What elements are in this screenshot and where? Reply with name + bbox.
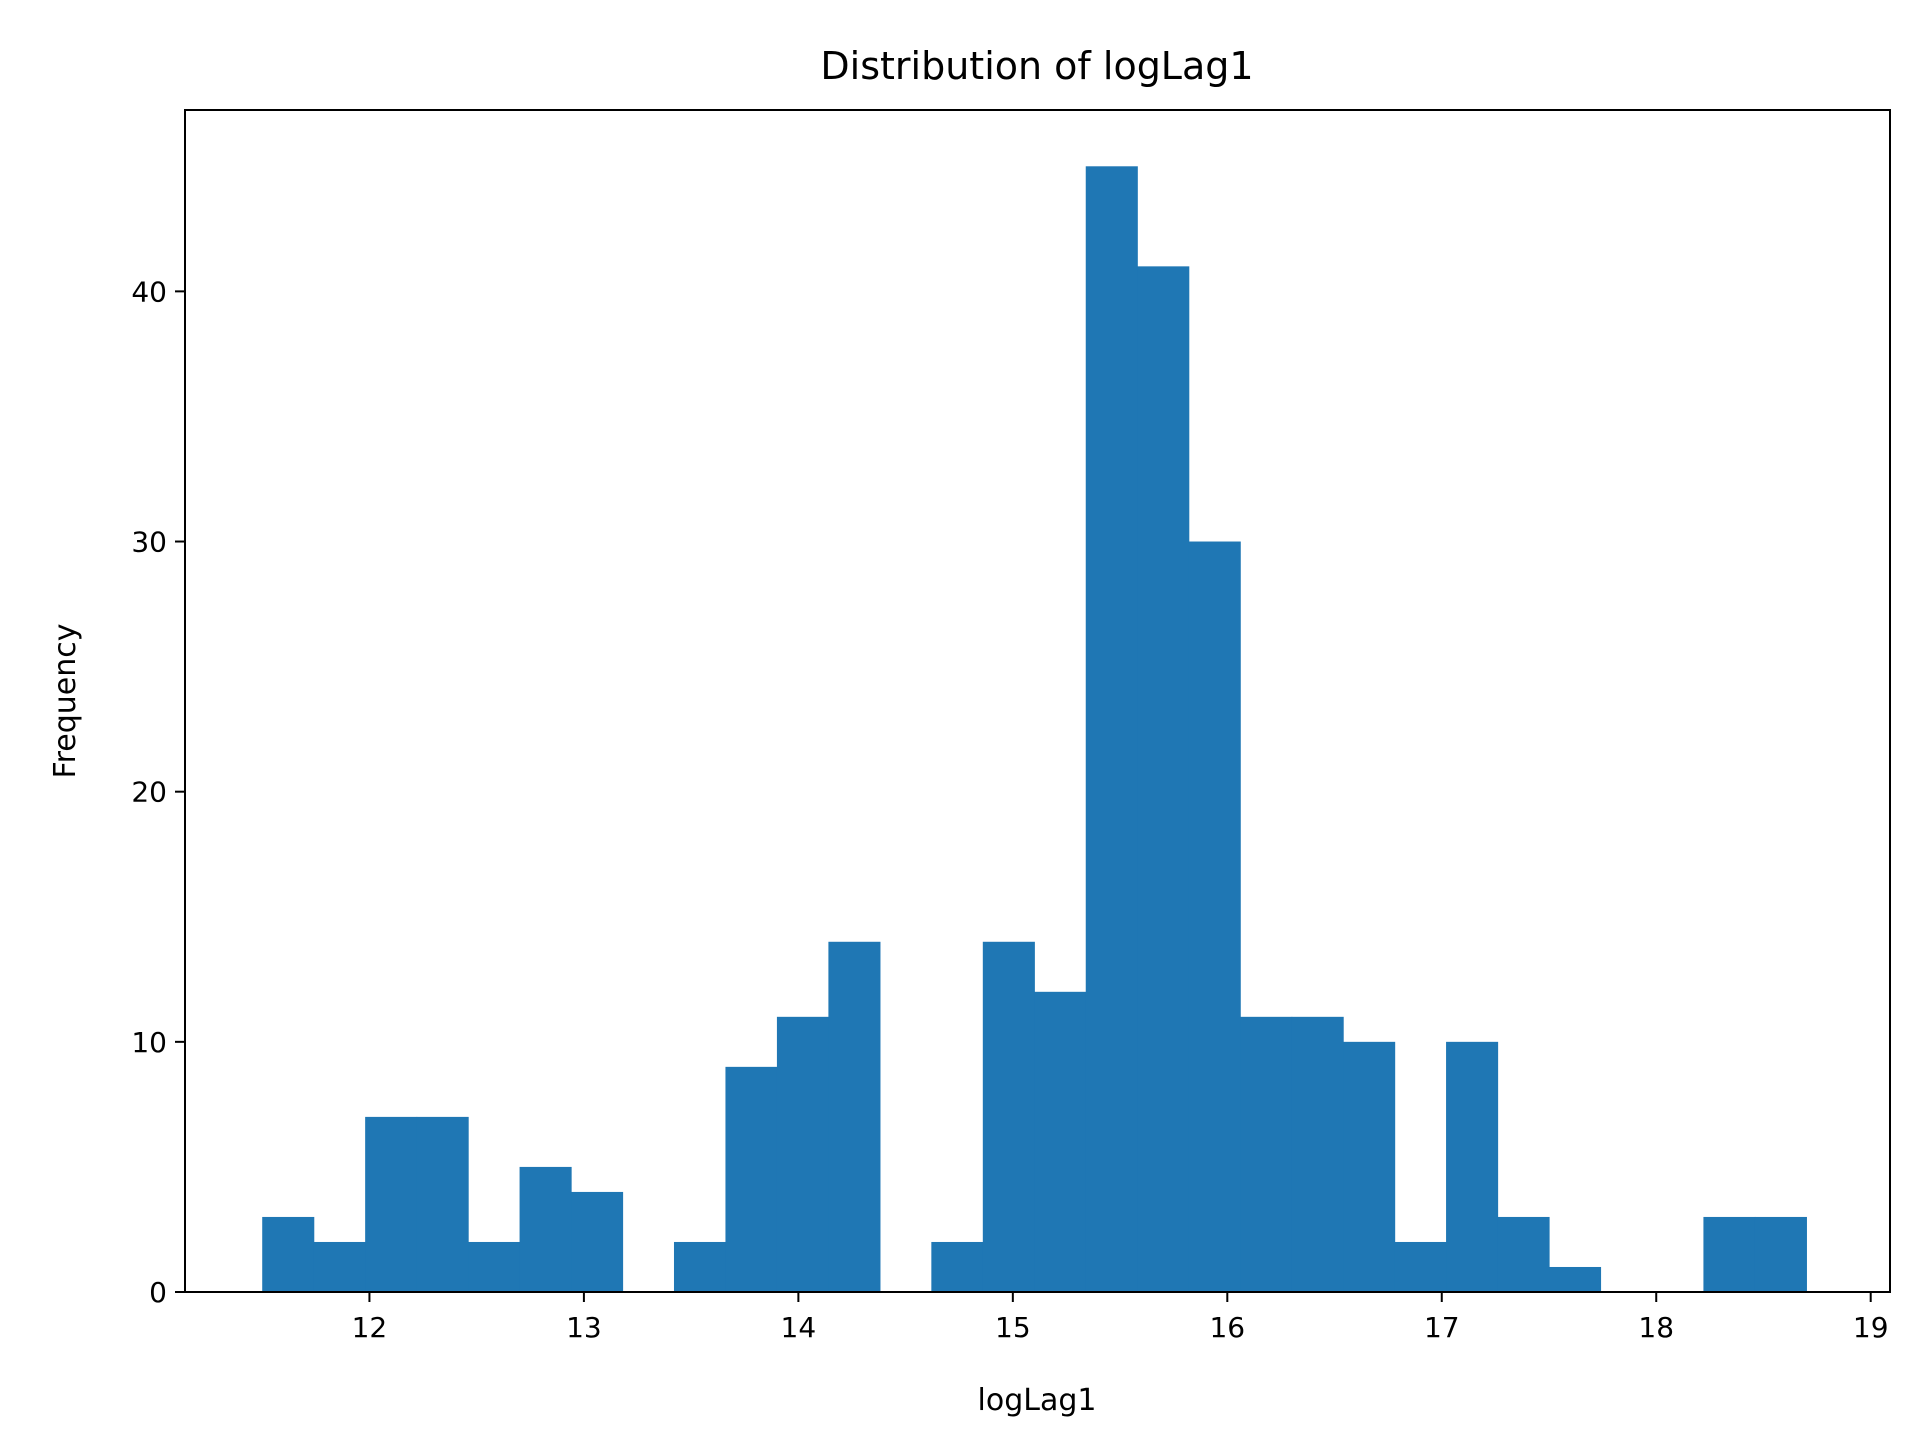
histogram-bar [776,1016,829,1292]
histogram-bar [1240,1016,1293,1292]
y-tick-label: 40 [131,275,167,308]
histogram-bar [1497,1216,1550,1292]
histogram-bar [1085,166,1138,1292]
x-tick-label: 15 [995,1311,1031,1344]
x-tick-label: 13 [566,1311,602,1344]
y-axis-title: Frequency [48,624,83,779]
x-tick-label: 17 [1424,1311,1460,1344]
bars-group [262,166,1807,1293]
histogram-bar [982,941,1035,1292]
histogram-bar [468,1241,521,1292]
histogram-bar [571,1191,624,1292]
histogram-bar [1188,541,1241,1292]
histogram-bar [1291,1016,1344,1292]
histogram-bar [365,1116,418,1292]
y-tick-label: 0 [149,1276,167,1309]
histogram-bar [1703,1216,1756,1292]
histogram-bar [1137,266,1190,1293]
x-tick-label: 14 [781,1311,817,1344]
histogram-bar [262,1216,315,1292]
chart-title: Distribution of logLag1 [820,44,1253,88]
histogram-bar [673,1241,727,1292]
histogram-bar [1343,1041,1396,1292]
histogram-bar [1446,1041,1499,1292]
x-tick-label: 12 [352,1311,388,1344]
x-tick-label: 19 [1853,1311,1889,1344]
x-axis-title: logLag1 [978,1383,1097,1418]
histogram-bar [931,1241,984,1292]
histogram-bar [725,1066,778,1292]
y-axis: 0 10 20 30 40 [131,275,185,1309]
histogram-bar [1549,1266,1602,1292]
histogram-bar [519,1166,572,1292]
histogram-bar [828,941,881,1292]
x-tick-label: 16 [1209,1311,1245,1344]
y-tick-label: 10 [131,1026,167,1059]
histogram-bar [1394,1241,1447,1292]
histogram-bar [313,1241,366,1292]
x-tick-label: 18 [1638,1311,1674,1344]
y-tick-label: 20 [131,776,167,809]
plot-frame [184,109,1891,1293]
histogram-bar [1754,1216,1807,1292]
histogram-bar [416,1116,469,1292]
x-axis: 12 13 14 15 16 17 18 19 [352,1292,1889,1344]
histogram-bar [1034,991,1087,1292]
y-tick-label: 30 [131,526,167,559]
